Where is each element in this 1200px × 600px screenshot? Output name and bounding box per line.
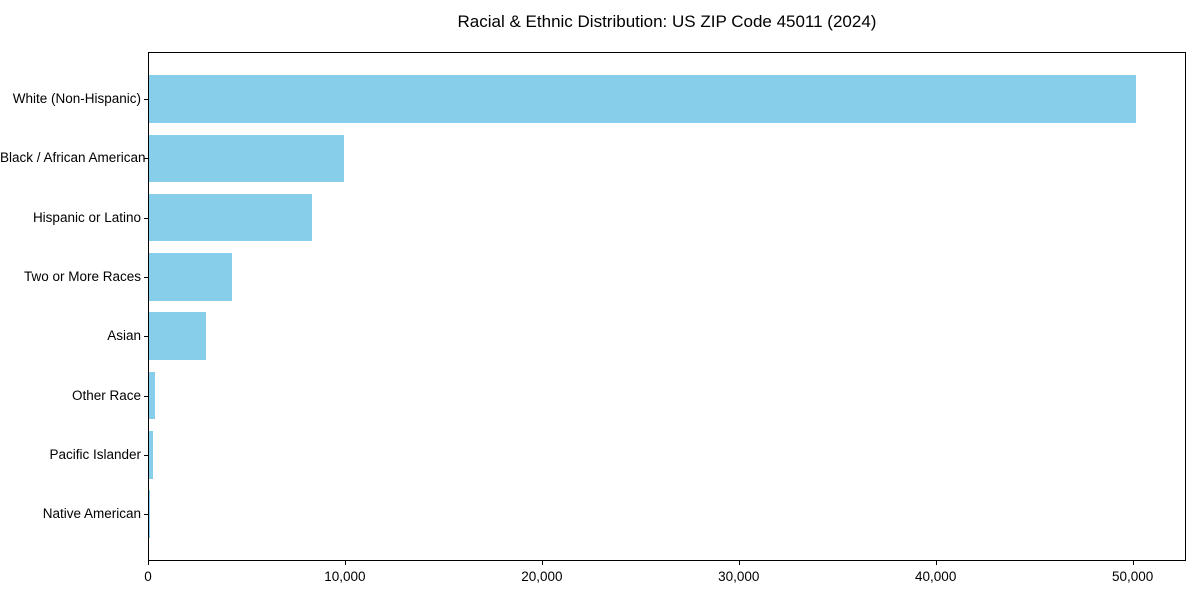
x-tick-mark [148,561,150,565]
x-axis-tick-label: 10,000 [324,569,366,584]
x-axis-tick-label: 20,000 [521,569,563,584]
y-tick-mark [144,395,148,397]
y-tick-mark [144,217,148,219]
x-tick-mark [344,561,347,565]
bar-black-african-american [149,134,344,182]
y-tick-mark [144,336,148,338]
x-axis-tick-label: 0 [144,569,152,584]
y-axis-label: Other Race [71,387,141,403]
bar-native-american [149,490,150,538]
x-tick-mark [541,561,544,565]
y-axis-label: Native American [42,506,141,522]
bar-two-or-more-races [149,253,232,301]
y-tick-mark [144,158,148,160]
bar-white-non-hispanic [149,75,1136,123]
x-tick-mark [738,561,740,565]
x-axis-tick-label: 40,000 [915,569,957,584]
bar-other-race [149,371,155,420]
y-axis-label: Two or More Races [23,268,141,284]
bar-pacific-islander [149,431,153,479]
y-axis-label: Asian [107,328,141,344]
bar-asian [149,312,206,360]
y-tick-mark [144,276,148,278]
y-axis-label: Black / African American [0,150,146,166]
y-tick-mark [144,514,148,516]
plot-area [148,52,1186,561]
y-tick-mark [144,98,148,101]
y-tick-mark [144,454,148,456]
x-tick-mark [935,561,937,565]
x-axis-tick-label: 30,000 [718,569,760,584]
x-tick-mark [1132,561,1134,565]
x-axis-tick-label: 50,000 [1111,569,1154,584]
y-axis-label: White (Non-Hispanic) [12,90,141,106]
bar-hispanic-or-latino [149,193,313,242]
y-axis-label: Pacific Islander [49,446,141,462]
y-axis-label: Hispanic or Latino [32,209,141,225]
chart-title: Racial & Ethnic Distribution: US ZIP Cod… [457,12,877,31]
